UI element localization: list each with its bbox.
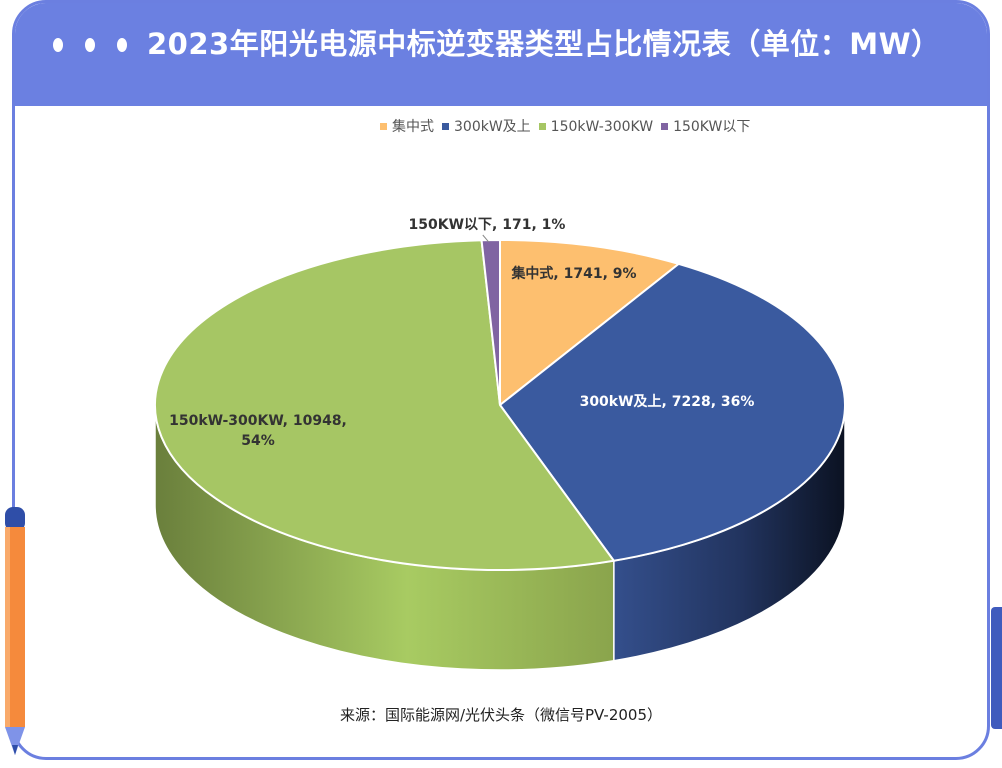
legend-item-1: 集中式 [380,116,434,136]
pie-slice-4[interactable] [480,238,501,406]
pie-slice-1[interactable] [499,238,681,408]
legend-swatch [380,122,387,130]
legend-label: 300kW及上 [454,119,531,135]
data-label-2: 300kW及上, 7228, 36% [580,394,755,410]
pie-label-layer: 集中式, 1741, 9% 300kW及上, 7228, 36% 150kW-300… [169,217,754,449]
legend-item-3: 150kW-300KW [538,119,654,135]
leader-line [482,234,490,243]
side-tab [991,607,1002,729]
pie-slice-3[interactable] [154,239,616,571]
legend-label: 150kW-300KW [550,119,654,135]
data-label-4: 150KW以下, 171, 1% [409,217,566,233]
chart-title: 2023年阳光电源中标逆变器类型占比情况表（单位：MW） [147,27,941,61]
dot-icon [53,38,63,52]
dot-icon [85,38,95,52]
legend-swatch [538,122,546,130]
legend-label: 150KW以下 [673,119,751,135]
pie-slice-2[interactable] [498,262,846,562]
pencil-icon [5,507,25,755]
chart-legend: 集中式 300kW及上 150kW-300KW 150KW以下 [380,116,758,136]
data-label-1: 集中式, 1741, 9% [510,265,636,282]
data-label-3: 150kW-300KW, 10948, 54% [169,413,347,449]
pie-top-layer [154,238,846,571]
legend-swatch [661,122,669,130]
legend-item-4: 150KW以下 [661,116,750,136]
legend-swatch [442,122,449,130]
legend-label: 集中式 [392,119,434,135]
window-dots [53,37,149,56]
source-note: 来源：国际能源网/光伏头条（微信号PV-2005） [339,706,663,724]
legend-item-2: 300kW及上 [442,116,531,136]
title-bar: 2023年阳光电源中标逆变器类型占比情况表（单位：MW） [15,3,987,106]
dot-icon [117,38,127,52]
